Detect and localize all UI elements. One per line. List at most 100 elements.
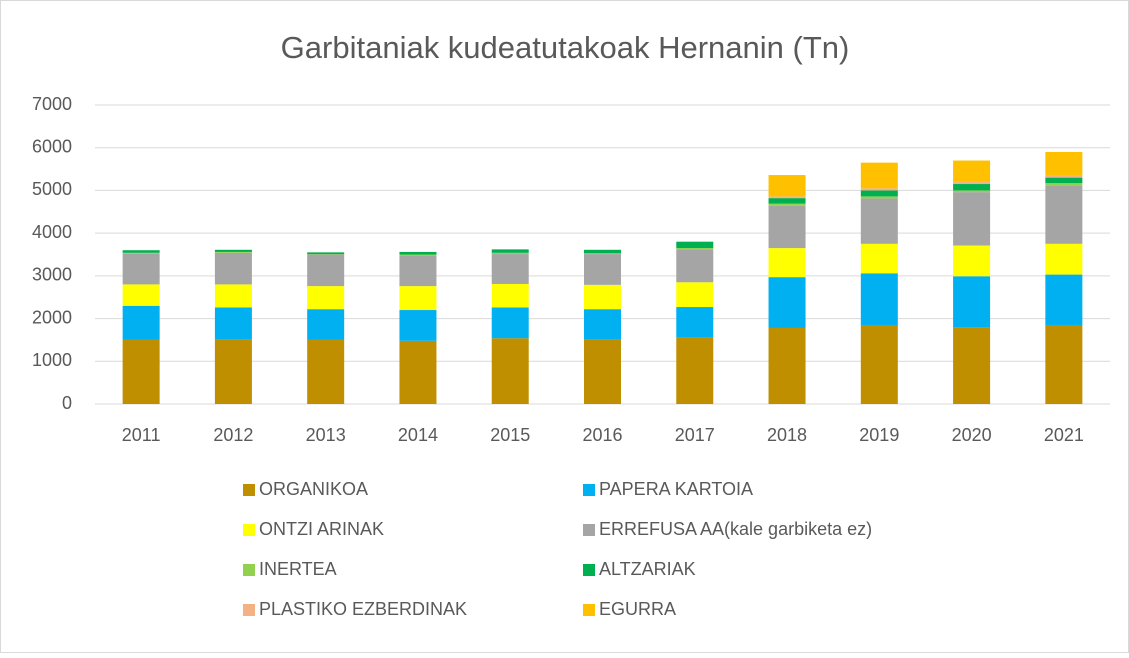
y-tick-label: 0 [62, 393, 72, 413]
bar-segment [861, 199, 898, 244]
bar-segment [769, 328, 806, 404]
bar-segment [399, 341, 436, 404]
legend-swatch [243, 604, 255, 616]
legend-label: ALTZARIAK [599, 559, 696, 579]
bar-segment [676, 307, 713, 338]
bar-segment [953, 246, 990, 277]
y-tick-label: 7000 [32, 94, 72, 114]
bar-segment [215, 253, 252, 285]
x-tick-label: 2015 [490, 425, 530, 445]
bar-segment [1045, 275, 1082, 325]
bar-segment [1045, 244, 1082, 275]
bar-segment [861, 163, 898, 189]
bar-segment [584, 339, 621, 404]
x-tick-label: 2018 [767, 425, 807, 445]
bar-segment [676, 249, 713, 282]
bar-segment [676, 248, 713, 249]
bar-segment [123, 254, 160, 285]
x-tick-label: 2011 [122, 425, 161, 445]
bar-segment [584, 285, 621, 309]
bar-segment [215, 339, 252, 404]
legend-label: EGURRA [599, 599, 676, 619]
bar-segment [492, 253, 529, 254]
legend-swatch [583, 524, 595, 536]
x-tick-label: 2013 [306, 425, 346, 445]
bar-segment [1045, 185, 1082, 244]
bar-segment [399, 255, 436, 256]
bar-segment [399, 252, 436, 255]
bar-segment [492, 307, 529, 338]
chart-title: Garbitaniak kudeatutakoak Hernanin (Tn) [281, 30, 850, 65]
bar-segment [307, 286, 344, 309]
bar-segment [1045, 152, 1082, 175]
bar-segment [215, 284, 252, 307]
bar-segment [492, 338, 529, 404]
legend-label: ONTZI ARINAK [259, 519, 384, 539]
bar-segment [676, 242, 713, 248]
legend-label: ORGANIKOA [259, 479, 368, 499]
bar-segment [1045, 183, 1082, 185]
bar-segment [123, 250, 160, 253]
bar-segment [307, 340, 344, 404]
bar-segment [399, 255, 436, 286]
y-tick-label: 3000 [32, 265, 72, 285]
legend-swatch [583, 564, 595, 576]
bar-segment [953, 181, 990, 184]
y-tick-label: 2000 [32, 307, 72, 327]
bar-segment [953, 192, 990, 245]
bar-segment [492, 254, 529, 284]
bar-segment [953, 276, 990, 327]
y-tick-label: 6000 [32, 136, 72, 156]
bar-segment [584, 250, 621, 253]
bar-segment [307, 255, 344, 287]
bar-segment [861, 188, 898, 190]
x-tick-label: 2012 [213, 425, 253, 445]
bar-segment [584, 254, 621, 285]
bar-segment [769, 198, 806, 204]
bar-segment [399, 310, 436, 341]
y-tick-label: 1000 [32, 350, 72, 370]
bar-segment [861, 325, 898, 404]
bar-segment [769, 196, 806, 198]
x-tick-label: 2019 [859, 425, 899, 445]
bar-segment [769, 277, 806, 328]
y-tick-label: 4000 [32, 222, 72, 242]
bar-segment [492, 249, 529, 252]
legend-swatch [243, 484, 255, 496]
x-tick-label: 2014 [398, 425, 438, 445]
bar-segment [953, 184, 990, 190]
legend-swatch [583, 484, 595, 496]
legend-label: PLASTIKO EZBERDINAK [259, 599, 467, 619]
bar-segment [215, 252, 252, 253]
bar-segment [123, 284, 160, 305]
legend-swatch [243, 524, 255, 536]
bar-segment [307, 309, 344, 339]
bar-segment [769, 206, 806, 248]
bar-segment [1045, 178, 1082, 184]
bar-segment [861, 190, 898, 196]
bar-segment [584, 309, 621, 339]
y-tick-label: 5000 [32, 179, 72, 199]
bar-segment [953, 161, 990, 182]
x-tick-label: 2016 [582, 425, 622, 445]
legend-label: ERREFUSA AA(kale garbiketa ez) [599, 519, 872, 539]
bar-segment [492, 284, 529, 307]
bar-segment [123, 340, 160, 404]
bar-segment [123, 253, 160, 254]
bar-segment [584, 253, 621, 254]
legend-label: PAPERA KARTOIA [599, 479, 753, 499]
bar-segment [1045, 325, 1082, 404]
bar-segment [1045, 175, 1082, 178]
bar-segment [676, 282, 713, 307]
legend-label: INERTEA [259, 559, 337, 579]
x-tick-label: 2021 [1044, 425, 1084, 445]
bar-segment [307, 252, 344, 254]
bar-segment [861, 196, 898, 198]
x-tick-label: 2020 [952, 425, 992, 445]
bar-segment [953, 190, 990, 192]
bar-segment [123, 306, 160, 340]
bar-segment [861, 273, 898, 325]
bar-segment [769, 175, 806, 196]
